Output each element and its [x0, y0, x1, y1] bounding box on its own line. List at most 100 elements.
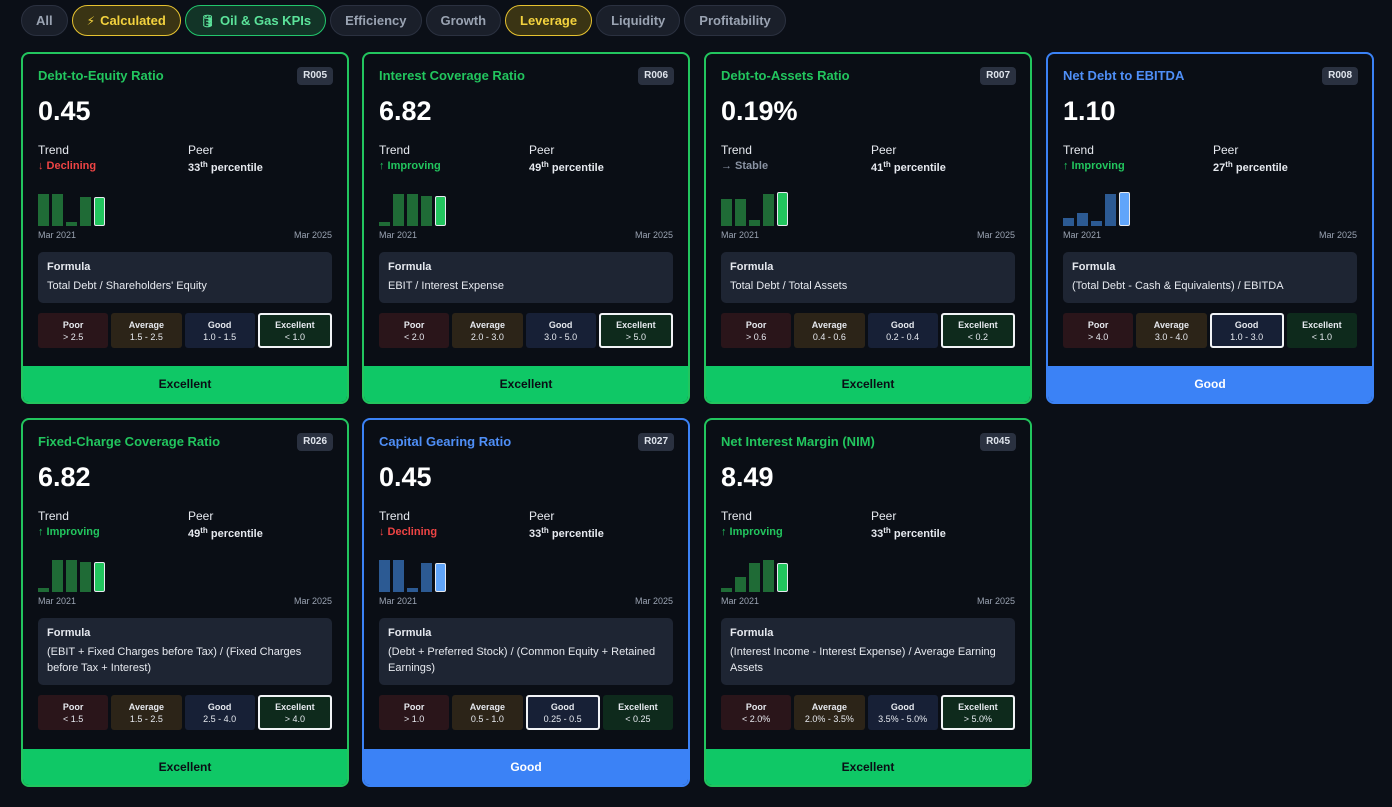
rating-level-name: Poor: [62, 319, 84, 330]
filter-label: Profitability: [699, 13, 771, 28]
trend-sparkbar-chart: [1063, 186, 1143, 226]
trend-bar: [777, 563, 788, 592]
rating-level-excellent: Excellent < 0.25: [602, 695, 673, 730]
card-title: Capital Gearing Ratio: [379, 434, 512, 449]
formula-heading: Formula: [730, 627, 774, 639]
rating-scale: Poor > 4.0 Average 3.0 - 4.0 Good 1.0 - 3.0 Ex…: [1063, 313, 1357, 348]
trend-bar: [421, 196, 432, 226]
formula-text: (Interest Income - Interest Expense) / A…: [730, 646, 996, 674]
ratio-card-r007[interactable]: Debt-to-Assets Ratio R007 0.19% Trend Peer → …: [704, 52, 1032, 404]
trend-label: Trend: [38, 509, 69, 523]
rating-level-good: Good 1.0 - 1.5: [184, 313, 255, 348]
rating-level-good: Good 0.25 - 0.5: [525, 695, 600, 730]
filter-label: Efficiency: [345, 13, 407, 28]
date-end: Mar 2025: [976, 596, 1015, 606]
formula-heading: Formula: [388, 261, 432, 273]
filter-oil-gas-kpis[interactable]: 🛢 Oil & Gas KPIs: [184, 5, 327, 36]
rating-level-excellent: Excellent < 1.0: [257, 313, 332, 348]
rating-level-name: Excellent: [958, 319, 998, 330]
rating-level-average: Average 0.4 - 0.6: [794, 313, 865, 348]
formula-heading: Formula: [1072, 261, 1116, 273]
rating-footer: Excellent: [23, 366, 347, 402]
rating-level-name: Good: [1234, 319, 1259, 330]
filter-liquidity[interactable]: Liquidity: [596, 5, 681, 36]
filter-growth[interactable]: Growth: [425, 5, 502, 36]
rating-level-name: Excellent: [958, 701, 998, 712]
trend-bar: [379, 222, 390, 226]
rating-level-range: 1.0 - 3.0: [1230, 331, 1264, 342]
rating-level-poor: Poor > 1.0: [379, 695, 450, 730]
formula-text: (EBIT + Fixed Charges before Tax) / (Fix…: [47, 646, 302, 674]
rating-level-name: Excellent: [1302, 319, 1342, 330]
ratio-card-r027[interactable]: Capital Gearing Ratio R027 0.45 Trend Peer ↓ …: [362, 418, 690, 787]
ratio-card-r045[interactable]: Net Interest Margin (NIM) R045 8.49 Trend Pe…: [704, 418, 1032, 787]
formula-box: Formula (Interest Income - Interest Expen…: [721, 618, 1015, 685]
rating-scale: Poor > 2.5 Average 1.5 - 2.5 Good 1.0 - 1.5 Ex…: [38, 313, 332, 348]
rating-level-name: Average: [811, 701, 847, 712]
rating-level-average: Average 2.0% - 3.5%: [794, 695, 865, 730]
ratio-value: 1.10: [1063, 96, 1116, 126]
ratio-card-r006[interactable]: Interest Coverage Ratio R006 6.82 Trend Peer…: [362, 52, 690, 404]
peer-rank: 49: [529, 162, 542, 174]
trend-bar: [80, 562, 91, 592]
card-title: Net Debt to EBITDA: [1063, 68, 1185, 83]
rating-footer: Excellent: [364, 366, 688, 402]
rating-level-name: Average: [128, 701, 164, 712]
oil-barrel-icon: 🛢: [199, 13, 216, 28]
ratio-card-r008[interactable]: Net Debt to EBITDA R008 1.10 Trend Peer ↑ Imp…: [1046, 52, 1374, 404]
ratio-value: 6.82: [38, 462, 91, 492]
trend-value: ↑ Improving: [38, 526, 100, 538]
peer-percentile: 33th percentile: [188, 161, 263, 175]
trend-sparkbar-chart: [379, 186, 459, 226]
peer-rank-suffix: th: [541, 160, 549, 169]
rating-footer: Good: [364, 749, 688, 785]
rating-level-name: Average: [811, 319, 847, 330]
date-end: Mar 2025: [634, 596, 673, 606]
rating-level-average: Average 2.0 - 3.0: [452, 313, 523, 348]
rating-level-name: Poor: [1087, 319, 1109, 330]
rating-level-excellent: Excellent < 1.0: [1286, 313, 1357, 348]
rating-level-name: Poor: [62, 701, 84, 712]
peer-rank-suffix: th: [541, 526, 549, 535]
rating-level-name: Average: [469, 701, 505, 712]
percentile-label: percentile: [210, 162, 263, 174]
rating-scale: Poor > 1.0 Average 0.5 - 1.0 Good 0.25 - 0.5 E…: [379, 695, 673, 730]
rating-level-name: Good: [550, 701, 575, 712]
filter-leverage[interactable]: Leverage: [505, 5, 593, 36]
rating-scale: Poor < 2.0 Average 2.0 - 3.0 Good 3.0 - 5.0 Ex…: [379, 313, 673, 348]
rating-footer: Excellent: [706, 366, 1030, 402]
formula-text: (Debt + Preferred Stock) / (Common Equit…: [388, 646, 656, 674]
peer-label: Peer: [529, 143, 555, 157]
trend-value: → Stable: [721, 160, 769, 172]
filter-profitability[interactable]: Profitability: [684, 5, 786, 36]
ratio-card-r005[interactable]: Debt-to-Equity Ratio R005 0.45 Trend Peer ↓ D…: [21, 52, 349, 404]
rating-level-range: 1.5 - 2.5: [129, 713, 163, 724]
trend-bar: [379, 560, 390, 592]
rating-level-name: Poor: [403, 319, 425, 330]
formula-heading: Formula: [730, 261, 774, 273]
peer-percentile: 49th percentile: [188, 526, 263, 541]
filter-calculated[interactable]: ⚡ Calculated: [71, 5, 181, 36]
filter-efficiency[interactable]: Efficiency: [330, 5, 422, 36]
peer-label: Peer: [871, 143, 897, 157]
rating-level-range: < 2.0%: [741, 713, 771, 724]
rating-level-name: Good: [207, 701, 232, 712]
rating-level-good: Good 3.5% - 5.0%: [867, 695, 938, 730]
rating-level-range: < 0.25: [625, 713, 651, 724]
rating-level-poor: Poor > 4.0: [1063, 313, 1134, 348]
peer-rank-suffix: th: [200, 526, 208, 535]
formula-text: (Total Debt - Cash & Equivalents) / EBIT…: [1072, 280, 1284, 292]
formula-heading: Formula: [47, 627, 91, 639]
trend-value: ↑ Improving: [721, 526, 783, 538]
rating-level-poor: Poor < 1.5: [38, 695, 109, 730]
trend-bar: [393, 560, 404, 592]
filter-all[interactable]: All: [21, 5, 68, 36]
rating-scale: Poor < 1.5 Average 1.5 - 2.5 Good 2.5 - 4.0 Ex…: [38, 695, 332, 730]
rating-level-range: 0.5 - 1.0: [470, 713, 504, 724]
rating-level-range: < 1.0: [284, 331, 306, 342]
formula-heading: Formula: [388, 627, 432, 639]
ratio-code-badge: R007: [980, 67, 1016, 85]
trend-bar: [1077, 213, 1088, 226]
ratio-card-r026[interactable]: Fixed-Charge Coverage Ratio R026 6.82 Trend…: [21, 418, 349, 787]
rating-level-range: > 0.6: [745, 331, 767, 342]
